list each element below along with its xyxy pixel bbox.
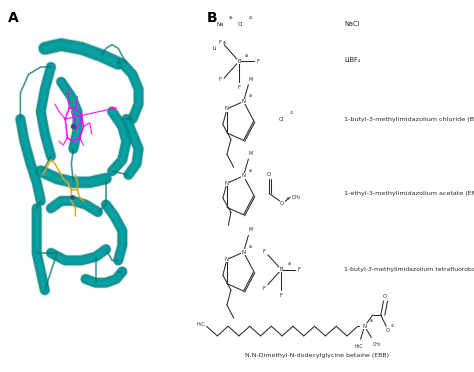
Text: F: F	[219, 77, 221, 83]
Text: F: F	[280, 293, 283, 298]
Text: M: M	[249, 227, 253, 232]
Text: NaCl: NaCl	[344, 21, 360, 27]
Text: O: O	[280, 201, 284, 206]
Text: ⊙: ⊙	[290, 111, 293, 115]
Text: N: N	[242, 173, 246, 178]
Text: N,N-Dimethyl-N-dodecylglycine betaine (EBB): N,N-Dimethyl-N-dodecylglycine betaine (E…	[246, 353, 389, 358]
Text: H₃C: H₃C	[355, 344, 364, 349]
Text: 1-ethyl-3-methylimidazolium acetate (EMIAc): 1-ethyl-3-methylimidazolium acetate (EMI…	[344, 191, 474, 196]
Text: B: B	[207, 11, 217, 25]
Text: Cl: Cl	[279, 116, 284, 122]
Text: ⊕: ⊕	[287, 262, 291, 266]
Text: ⊙: ⊙	[249, 16, 253, 20]
Text: H₃C: H₃C	[196, 322, 205, 327]
Text: F: F	[297, 267, 301, 272]
Text: N: N	[242, 99, 246, 104]
Text: N: N	[225, 106, 229, 111]
Text: ⊕: ⊕	[369, 319, 373, 323]
Text: N: N	[225, 181, 229, 186]
Text: ⊙: ⊙	[285, 197, 289, 201]
Text: O: O	[383, 294, 387, 299]
Text: CH₃: CH₃	[373, 342, 381, 347]
Text: F: F	[237, 85, 240, 90]
Text: 1-butyl-3-methylimidazolium tetrafluoroborate (BMIBF₄): 1-butyl-3-methylimidazolium tetrafluorob…	[344, 267, 474, 272]
Text: N: N	[225, 257, 229, 262]
Text: LiBF₄: LiBF₄	[344, 57, 361, 62]
Text: B: B	[280, 267, 283, 272]
Text: ⊕: ⊕	[245, 54, 248, 58]
Text: B: B	[237, 59, 241, 64]
Text: O: O	[385, 328, 390, 333]
Text: F: F	[262, 286, 265, 291]
Text: F: F	[256, 59, 259, 64]
Text: A: A	[8, 11, 19, 25]
Text: ⊕: ⊕	[223, 41, 226, 45]
Text: ⊙: ⊙	[390, 324, 393, 328]
Text: F: F	[262, 248, 265, 254]
Text: ⊕: ⊕	[248, 245, 252, 249]
Text: Cl: Cl	[238, 22, 243, 27]
Text: CH₃: CH₃	[292, 195, 301, 200]
Text: N: N	[242, 250, 246, 254]
Text: F: F	[219, 40, 221, 45]
Text: ⊕: ⊕	[228, 16, 232, 20]
Text: N: N	[363, 324, 367, 329]
Text: 1-butyl-3-methylimidazolium chloride (BMICl): 1-butyl-3-methylimidazolium chloride (BM…	[344, 116, 474, 122]
Text: Li: Li	[212, 46, 217, 51]
Text: ⊕: ⊕	[248, 94, 252, 99]
Text: M: M	[249, 77, 253, 82]
Text: M: M	[249, 151, 253, 156]
Text: O: O	[267, 172, 271, 177]
Text: Na: Na	[216, 22, 224, 27]
Text: ⊕: ⊕	[248, 169, 252, 173]
